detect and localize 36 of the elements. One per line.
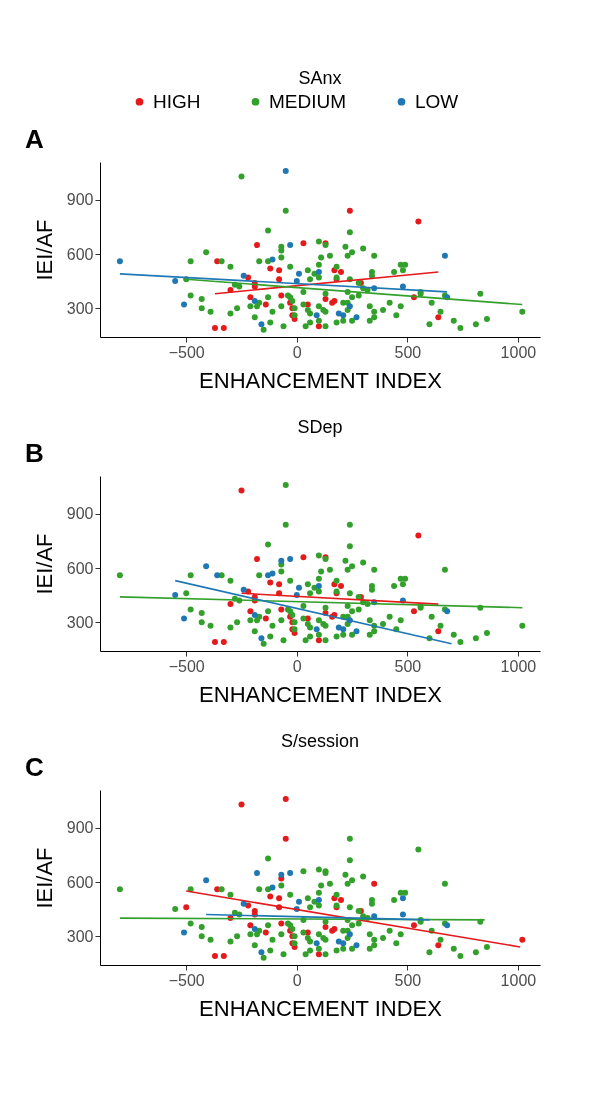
chart-title: S/session bbox=[280, 731, 360, 751]
y-tick-label: 600 bbox=[66, 873, 94, 891]
legend-label: MEDIUM bbox=[269, 90, 347, 112]
x-axis-title: ENHANCEMENT INDEX bbox=[199, 367, 443, 393]
y-tick-label: 300 bbox=[66, 613, 94, 631]
x-tick-label: 0 bbox=[292, 657, 302, 675]
x-tick-label: −500 bbox=[168, 971, 205, 989]
text: A bbox=[25, 124, 44, 154]
legend-label: HIGH bbox=[153, 90, 201, 112]
x-axis-title: ENHANCEMENT INDEX bbox=[199, 681, 443, 707]
chart-title: SAnx bbox=[298, 68, 342, 88]
y-tick-label: 600 bbox=[66, 245, 94, 263]
y-tick-label: 300 bbox=[66, 927, 94, 945]
x-tick-label: 1000 bbox=[500, 343, 537, 361]
x-tick-label: 0 bbox=[292, 343, 302, 361]
x-tick-label: 0 bbox=[292, 971, 302, 989]
text: C bbox=[25, 752, 44, 782]
x-tick-label: −500 bbox=[168, 657, 205, 675]
chart-title: SDep bbox=[297, 417, 343, 437]
y-axis-title: IEI/AF bbox=[31, 533, 57, 595]
y-tick-label: 600 bbox=[66, 559, 94, 577]
x-tick-label: −500 bbox=[168, 343, 205, 361]
x-axis-title: ENHANCEMENT INDEX bbox=[199, 995, 443, 1021]
y-axis-title: IEI/AF bbox=[31, 219, 57, 281]
y-tick-label: 900 bbox=[66, 191, 94, 209]
text: B bbox=[25, 438, 44, 468]
x-tick-label: 500 bbox=[394, 343, 422, 361]
x-tick-label: 500 bbox=[394, 657, 422, 675]
x-tick-label: 1000 bbox=[500, 657, 537, 675]
legend-label: LOW bbox=[415, 90, 459, 112]
y-axis-title: IEI/AF bbox=[31, 847, 57, 909]
y-tick-label: 900 bbox=[66, 505, 94, 523]
y-tick-label: 300 bbox=[66, 299, 94, 317]
x-tick-label: 1000 bbox=[500, 971, 537, 989]
x-tick-label: 500 bbox=[394, 971, 422, 989]
y-tick-label: 900 bbox=[66, 819, 94, 837]
